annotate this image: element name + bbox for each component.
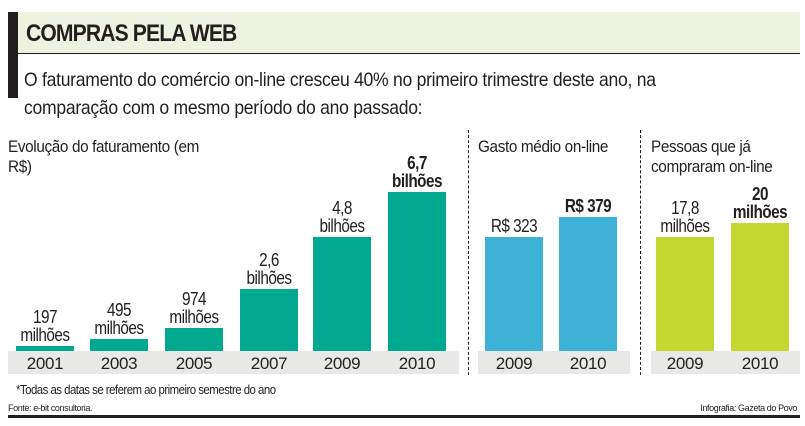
- credit: Infografia: Gazeta do Povo: [700, 403, 797, 413]
- accent-bar: [8, 12, 18, 98]
- data-label-line: bilhões: [246, 268, 292, 289]
- data-label-line: milhões: [20, 325, 70, 346]
- divider: [640, 130, 641, 375]
- data-label: 4,8 bilhões: [301, 199, 383, 235]
- bar-2010: [559, 217, 617, 351]
- data-label: 20 milhões: [719, 185, 801, 221]
- bar-2009: [313, 237, 371, 351]
- data-label-line: 4,8: [332, 198, 352, 219]
- divider: [468, 130, 469, 375]
- x-tick-label: 2001: [26, 354, 64, 373]
- data-label-line: 197: [32, 307, 58, 328]
- chart-title-pessoas: Pessoas que já compraram on-line: [651, 137, 773, 176]
- data-label-line: R$ 323: [490, 215, 538, 236]
- x-tick-label: 2010: [398, 354, 436, 373]
- x-tick-label: 2009: [666, 354, 704, 373]
- data-label-line: 495: [106, 300, 132, 321]
- data-label-line: bilhões: [319, 216, 365, 237]
- data-label-line: 17,8: [671, 198, 699, 219]
- bar-2003: [90, 339, 148, 351]
- x-tick-label: 2009: [495, 354, 533, 373]
- chart-title-faturamento: Evolução do faturamento (em R$): [8, 137, 199, 176]
- axis-band-pessoas: [651, 351, 800, 374]
- bottom-rule: [8, 415, 800, 418]
- x-tick-label: 2005: [175, 354, 213, 373]
- source: Fonte: e-bit consultoria.: [8, 403, 93, 413]
- data-label: 17,8 milhões: [644, 199, 726, 235]
- data-label-line: 974: [181, 288, 207, 309]
- data-label: 974 milhões: [153, 290, 235, 326]
- bar-2010: [388, 192, 446, 351]
- x-tick-label: 2010: [741, 354, 779, 373]
- data-label-line: milhões: [660, 216, 710, 237]
- data-label-line: 20: [751, 184, 769, 204]
- axis-band-gasto: [478, 351, 630, 374]
- data-label-line: 6,7: [407, 153, 427, 174]
- data-label: 495 milhões: [78, 301, 160, 337]
- x-tick-label: 2009: [323, 354, 361, 373]
- bar-2001: [16, 346, 74, 351]
- axis-band-faturamento: [8, 351, 459, 374]
- subtitle: O faturamento do comércio on-line cresce…: [24, 69, 656, 119]
- data-label-line: 2,6: [259, 250, 279, 271]
- data-label-line: bilhões: [392, 171, 443, 192]
- data-label: R$ 323: [473, 217, 555, 235]
- data-label: 2,6 bilhões: [228, 251, 310, 287]
- bar-2007: [240, 289, 298, 351]
- bar-2005: [165, 327, 223, 351]
- footnote: *Todas as datas se referem ao primeiro s…: [16, 382, 276, 397]
- data-label-line: milhões: [169, 306, 219, 327]
- x-tick-label: 2007: [250, 354, 288, 373]
- bar-2009: [485, 236, 543, 351]
- bar-2009: [656, 237, 714, 351]
- data-label: 197 milhões: [4, 308, 86, 344]
- data-label-line: R$ 379: [564, 196, 612, 217]
- x-tick-label: 2003: [100, 354, 138, 373]
- data-label: 6,7 bilhões: [376, 154, 458, 190]
- data-label: R$ 379: [547, 197, 629, 215]
- data-label-line: milhões: [732, 202, 788, 222]
- header-band: [18, 12, 800, 54]
- page-title: COMPRAS PELA WEB: [26, 20, 237, 47]
- data-label-line: milhões: [94, 318, 144, 339]
- chart-title-gasto: Gasto médio on-line: [478, 137, 609, 156]
- x-tick-label: 2010: [569, 354, 607, 373]
- bar-2010: [731, 223, 789, 351]
